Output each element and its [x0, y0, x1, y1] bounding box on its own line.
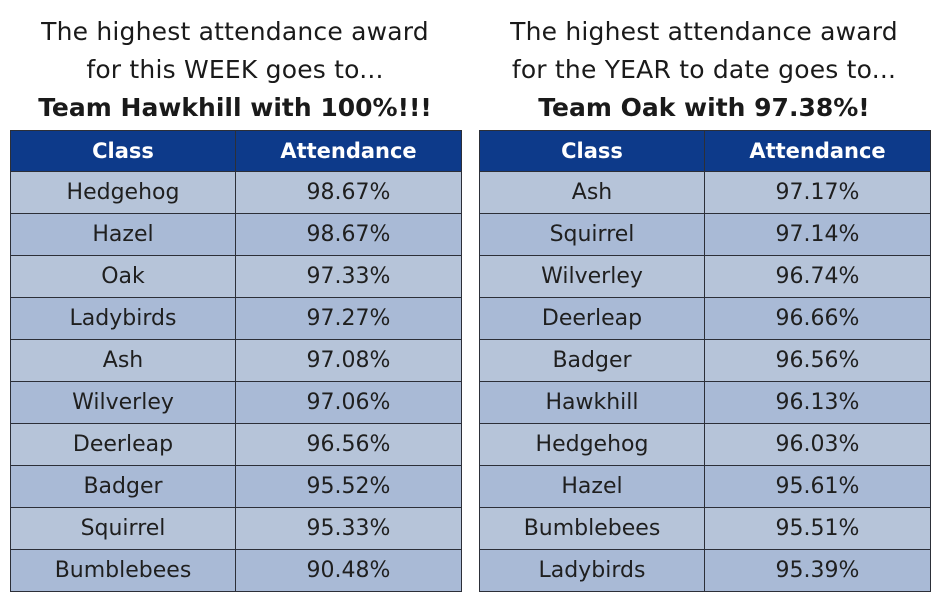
table-row: Wilverley 97.06%: [10, 381, 462, 424]
table-row: Hedgehog 98.67%: [10, 171, 462, 214]
class-cell: Squirrel: [479, 213, 705, 256]
attendance-cell: 95.51%: [704, 507, 931, 550]
class-cell: Bumblebees: [479, 507, 705, 550]
attendance-cell: 96.03%: [704, 423, 931, 466]
class-cell: Wilverley: [10, 381, 236, 424]
weekly-title-line1: The highest attendance award: [41, 17, 429, 46]
weekly-col-class-header: Class: [10, 130, 236, 172]
yearly-attendance-table: Class Attendance Ash 97.17% Squirrel 97.…: [479, 130, 931, 592]
class-cell: Ash: [10, 339, 236, 382]
weekly-award-panel: The highest attendance award for this WE…: [10, 0, 462, 592]
attendance-cell: 97.27%: [235, 297, 462, 340]
attendance-cell: 96.13%: [704, 381, 931, 424]
table-row: Ladybirds 97.27%: [10, 297, 462, 340]
yearly-title-line2: for the YEAR to date goes to...: [511, 55, 897, 84]
table-row: Ash 97.08%: [10, 339, 462, 382]
table-row: Wilverley 96.74%: [479, 255, 931, 298]
attendance-cell: 98.67%: [235, 171, 462, 214]
yearly-award-panel: The highest attendance award for the YEA…: [479, 0, 931, 592]
attendance-cell: 95.61%: [704, 465, 931, 508]
attendance-cell: 96.66%: [704, 297, 931, 340]
attendance-cell: 97.06%: [235, 381, 462, 424]
class-cell: Ash: [479, 171, 705, 214]
table-row: Bumblebees 95.51%: [479, 507, 931, 550]
attendance-cell: 95.39%: [704, 549, 931, 592]
attendance-cell: 97.14%: [704, 213, 931, 256]
yearly-col-class-header: Class: [479, 130, 705, 172]
table-row: Oak 97.33%: [10, 255, 462, 298]
table-row: Squirrel 95.33%: [10, 507, 462, 550]
class-cell: Deerleap: [10, 423, 236, 466]
class-cell: Hawkhill: [479, 381, 705, 424]
class-cell: Badger: [10, 465, 236, 508]
attendance-cell: 96.74%: [704, 255, 931, 298]
weekly-attendance-table: Class Attendance Hedgehog 98.67% Hazel 9…: [10, 130, 462, 592]
attendance-cell: 97.33%: [235, 255, 462, 298]
yearly-title-line1: The highest attendance award: [510, 17, 898, 46]
class-cell: Hedgehog: [10, 171, 236, 214]
table-row: Ladybirds 95.39%: [479, 549, 931, 592]
class-cell: Bumblebees: [10, 549, 236, 592]
attendance-cell: 96.56%: [235, 423, 462, 466]
table-row: Ash 97.17%: [479, 171, 931, 214]
class-cell: Hazel: [10, 213, 236, 256]
table-row: Badger 95.52%: [10, 465, 462, 508]
attendance-cell: 95.52%: [235, 465, 462, 508]
class-cell: Wilverley: [479, 255, 705, 298]
attendance-cell: 90.48%: [235, 549, 462, 592]
yearly-col-attendance-header: Attendance: [704, 130, 931, 172]
table-row: Deerleap 96.66%: [479, 297, 931, 340]
attendance-cell: 97.08%: [235, 339, 462, 382]
table-row: Squirrel 97.14%: [479, 213, 931, 256]
class-cell: Badger: [479, 339, 705, 382]
class-cell: Hazel: [479, 465, 705, 508]
yearly-winner: Team Oak with 97.38%!: [538, 93, 870, 122]
weekly-table-header-row: Class Attendance: [10, 130, 462, 172]
class-cell: Oak: [10, 255, 236, 298]
table-row: Badger 96.56%: [479, 339, 931, 382]
attendance-cell: 95.33%: [235, 507, 462, 550]
attendance-cell: 97.17%: [704, 171, 931, 214]
attendance-cell: 98.67%: [235, 213, 462, 256]
weekly-title-line2: for this WEEK goes to...: [86, 55, 384, 84]
class-cell: Ladybirds: [479, 549, 705, 592]
yearly-table-header-row: Class Attendance: [479, 130, 931, 172]
weekly-col-attendance-header: Attendance: [235, 130, 462, 172]
class-cell: Squirrel: [10, 507, 236, 550]
attendance-cell: 96.56%: [704, 339, 931, 382]
table-row: Bumblebees 90.48%: [10, 549, 462, 592]
table-row: Hawkhill 96.13%: [479, 381, 931, 424]
weekly-winner: Team Hawkhill with 100%!!!: [38, 93, 432, 122]
table-row: Hazel 95.61%: [479, 465, 931, 508]
table-row: Deerleap 96.56%: [10, 423, 462, 466]
class-cell: Ladybirds: [10, 297, 236, 340]
weekly-award-heading: The highest attendance award for this WE…: [10, 0, 460, 130]
table-row: Hazel 98.67%: [10, 213, 462, 256]
class-cell: Hedgehog: [479, 423, 705, 466]
yearly-award-heading: The highest attendance award for the YEA…: [479, 0, 929, 130]
table-row: Hedgehog 96.03%: [479, 423, 931, 466]
class-cell: Deerleap: [479, 297, 705, 340]
